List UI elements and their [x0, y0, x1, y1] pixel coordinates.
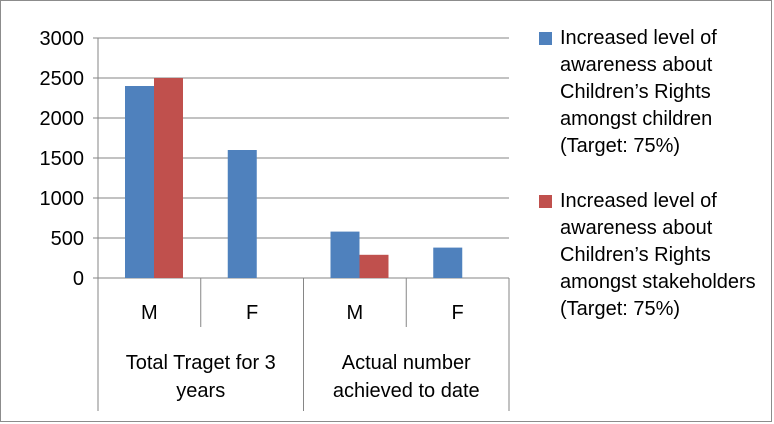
x-tick-label: M [347, 302, 364, 324]
y-tick-label: 3000 [40, 28, 85, 50]
legend-item-children: Increased level of awareness about Child… [539, 25, 771, 160]
x-tick-label: F [452, 302, 464, 324]
bar [227, 150, 257, 278]
x-tick-label: F [246, 302, 258, 324]
bar [330, 231, 360, 278]
x-group-label: Total Traget for 3 years [126, 352, 276, 402]
legend: Increased level of awareness about Child… [539, 25, 771, 323]
y-tick-label: 2000 [40, 108, 85, 130]
bar [125, 86, 154, 278]
legend-label-children: Increased level of awareness about Child… [560, 27, 717, 157]
legend-item-stakeholders: Increased level of awareness about Child… [539, 188, 771, 323]
y-tick-label: 1500 [40, 148, 85, 170]
y-tick-label: 0 [73, 268, 84, 290]
x-group-label: Actual number achieved to date [333, 352, 480, 402]
bar [154, 78, 183, 278]
bar [433, 247, 463, 278]
legend-swatch-children [539, 32, 552, 45]
y-tick-label: 1000 [40, 188, 85, 210]
x-tick-label: M [141, 302, 158, 324]
bar [359, 254, 389, 278]
y-tick-label: 500 [51, 228, 84, 250]
legend-label-stakeholders: Increased level of awareness about Child… [560, 190, 756, 320]
y-tick-label: 2500 [40, 68, 85, 90]
legend-swatch-stakeholders [539, 195, 552, 208]
